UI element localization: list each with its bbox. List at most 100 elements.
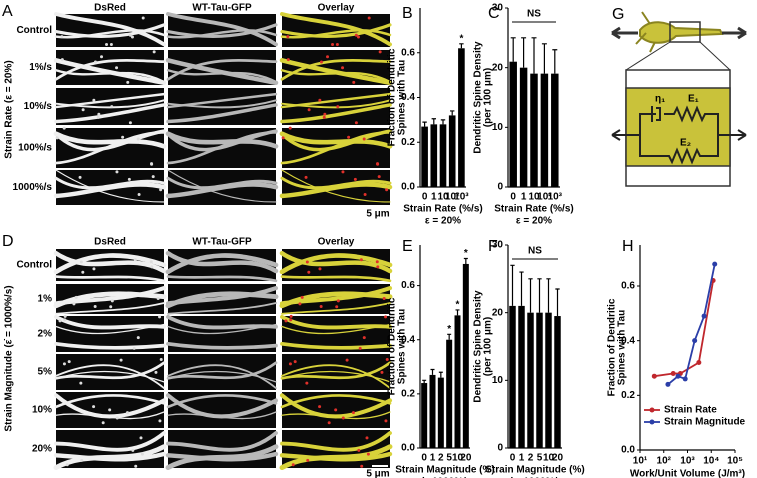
y-tick-label: 10 <box>492 122 504 133</box>
dendrite <box>165 253 279 275</box>
diagram: G η₁ E₁ E₂ <box>611 6 747 187</box>
spine <box>327 421 331 425</box>
spine <box>318 405 322 409</box>
x-tick-label: 0 <box>422 192 428 203</box>
row-label: 1%/s <box>29 62 52 73</box>
y-tick-label: 0.2 <box>621 390 635 401</box>
x-tick-label: 10² <box>537 192 552 203</box>
x-tick-label: 1 <box>519 453 525 464</box>
error-bar <box>430 368 435 375</box>
column-header: Overlay <box>318 237 355 248</box>
spine <box>380 370 384 374</box>
column-header: WT-Tau-GFP <box>192 237 252 248</box>
spine <box>360 464 364 468</box>
spine <box>100 55 104 59</box>
x-axis-sublabel: ε̇ =1000%/s <box>419 477 472 478</box>
error-bar <box>521 37 527 68</box>
spine <box>331 42 335 46</box>
dendrite <box>53 131 167 149</box>
dendrite <box>55 370 165 383</box>
row-label: Control <box>16 25 52 36</box>
spine <box>284 319 288 323</box>
spine <box>115 416 119 420</box>
y-axis-label: Dendritic Spine Density <box>473 290 484 403</box>
dendrite <box>280 361 392 380</box>
y-axis-label: (per 100 μm) <box>483 68 494 127</box>
spine <box>140 452 144 456</box>
x-tick-label: 0 <box>510 453 516 464</box>
point <box>692 338 698 344</box>
x-tick-label: 10¹ <box>633 456 648 467</box>
spine <box>341 66 345 70</box>
y-axis-label: Dendritic Spine Density <box>473 41 484 154</box>
spine <box>78 175 82 179</box>
bar <box>446 339 453 448</box>
y-tick-label: 20 <box>492 62 504 73</box>
spine <box>336 299 340 303</box>
legend-marker <box>649 407 655 413</box>
dendrite <box>166 176 278 190</box>
spine <box>136 336 140 340</box>
x-tick-label: 2 <box>438 453 444 464</box>
x-tick-label: 0 <box>510 192 516 203</box>
error-bar <box>510 264 515 306</box>
column-header: WT-Tau-GFP <box>192 3 252 14</box>
spine <box>306 458 310 462</box>
spine <box>126 80 130 84</box>
row-label: 10% <box>32 405 52 416</box>
dendrite <box>165 444 279 471</box>
spine <box>92 98 96 102</box>
spine <box>62 362 66 366</box>
error-bar <box>546 278 551 313</box>
dendrite <box>280 176 392 190</box>
x-axis-label: Work/Unit Volume (J/m³) <box>630 469 745 478</box>
dendrite <box>53 393 167 419</box>
x-tick-label: 10² <box>445 192 460 203</box>
bar <box>519 67 528 187</box>
spine <box>378 50 382 54</box>
spine <box>63 318 67 322</box>
x-axis-sublabel: ε = 20% <box>516 216 552 227</box>
dendrite <box>279 58 393 86</box>
dendrite <box>279 182 393 199</box>
spine <box>58 319 62 323</box>
x-axis-label: Strain Magnitude (%) <box>395 465 494 476</box>
spine <box>132 346 136 350</box>
spine <box>108 408 112 412</box>
dendrite <box>280 58 392 81</box>
row-label: Control <box>16 260 52 271</box>
y-tick-label: 30 <box>492 240 504 251</box>
spine <box>367 16 371 20</box>
spine <box>353 177 357 181</box>
error-bar <box>440 119 446 125</box>
spine <box>159 357 163 361</box>
spine <box>79 260 83 264</box>
dendrite <box>167 364 277 389</box>
legend-label: Strain Magnitude <box>664 417 746 428</box>
dendrite <box>281 169 391 203</box>
spine <box>341 416 345 420</box>
spine <box>97 112 101 116</box>
dendrite <box>166 431 278 452</box>
dendrite <box>281 99 391 109</box>
x-tick-label: 10² <box>657 456 672 467</box>
spine <box>115 66 119 70</box>
spine <box>375 260 379 264</box>
spine <box>335 42 339 46</box>
spine <box>335 305 339 309</box>
dendrite <box>166 275 278 283</box>
spine <box>151 175 155 179</box>
spine <box>105 42 109 46</box>
dendrite <box>166 12 278 47</box>
error-bar <box>449 110 455 116</box>
spine <box>128 121 132 125</box>
spine <box>133 258 137 262</box>
dendrite <box>53 182 167 199</box>
significance: * <box>456 300 460 311</box>
y-tick-label: 0.2 <box>401 389 415 400</box>
point <box>682 376 688 382</box>
y-axis-label: Spines with Tau <box>617 310 628 385</box>
dendrite <box>165 250 279 274</box>
error-bar <box>528 278 533 313</box>
error-bar <box>431 118 437 125</box>
